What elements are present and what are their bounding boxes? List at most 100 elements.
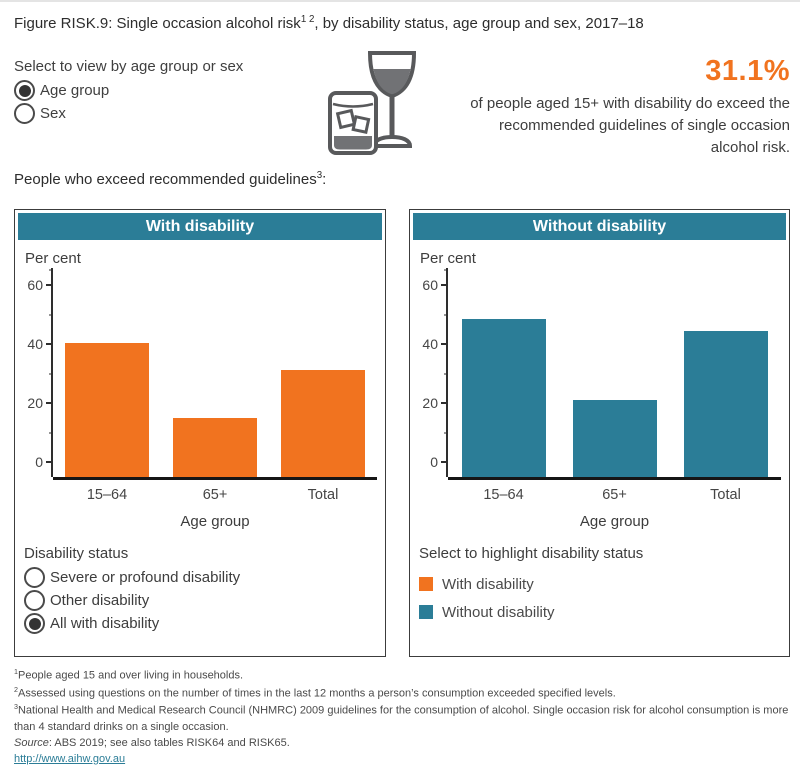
y-tick-label: 60 bbox=[422, 277, 438, 293]
plot-area bbox=[53, 275, 377, 480]
y-tick-mark bbox=[46, 284, 53, 286]
radio-option-label: All with disability bbox=[50, 615, 160, 632]
wine-glass-and-tumbler-icon bbox=[326, 48, 418, 164]
x-tick-label: 15–64 bbox=[483, 487, 524, 503]
legend-swatch[interactable] bbox=[419, 577, 433, 591]
bar-65+[interactable] bbox=[173, 417, 257, 477]
radio-option-sex[interactable]: Sex bbox=[14, 102, 243, 125]
radio-option-severe-or-profound-disability[interactable]: Severe or profound disability bbox=[24, 566, 385, 589]
y-axis: 0 20 40 60 bbox=[17, 268, 53, 477]
y-axis-unit-label: Per cent bbox=[420, 250, 476, 267]
highlight-legend-label: Select to highlight disability status bbox=[419, 545, 644, 562]
y-tick-mark bbox=[46, 402, 53, 404]
y-minor-tick-mark bbox=[444, 269, 448, 271]
y-axis: 0 20 40 60 bbox=[412, 268, 448, 477]
source-line: Source: ABS 2019; see also tables RISK64… bbox=[14, 736, 794, 752]
y-minor-tick-mark bbox=[49, 269, 53, 271]
radio-button[interactable] bbox=[14, 103, 35, 124]
y-axis-unit-label: Per cent bbox=[25, 250, 81, 267]
y-tick-mark bbox=[441, 402, 448, 404]
bar-15-64[interactable] bbox=[461, 318, 546, 477]
chart-header-with-disability: With disability bbox=[18, 213, 382, 240]
footnote-lines: 1People aged 15 and over living in house… bbox=[14, 667, 794, 736]
radio-button[interactable] bbox=[24, 590, 45, 611]
y-minor-tick-mark bbox=[49, 314, 53, 315]
x-axis-title: Age group bbox=[180, 513, 250, 530]
y-tick-label: 40 bbox=[27, 336, 43, 352]
x-axis-labels: 15–64 65+ Total bbox=[53, 487, 377, 503]
y-minor-tick-mark bbox=[49, 373, 53, 374]
y-tick-mark bbox=[46, 461, 53, 463]
heading-footnote-marker: 3 bbox=[316, 170, 323, 181]
radio-button-selected[interactable] bbox=[14, 80, 35, 101]
y-tick-label: 0 bbox=[430, 454, 438, 470]
radio-option-label: Other disability bbox=[50, 592, 150, 609]
plot-area bbox=[448, 275, 781, 480]
y-tick-mark bbox=[441, 284, 448, 286]
plot-row: 0 20 40 60 bbox=[17, 268, 385, 480]
y-tick-label: 0 bbox=[35, 454, 43, 470]
y-tick-label: 60 bbox=[27, 277, 43, 293]
footnote-text: National Health and Medical Research Cou… bbox=[14, 704, 789, 733]
y-minor-tick-mark bbox=[49, 432, 53, 433]
radio-button[interactable] bbox=[24, 567, 45, 588]
legend-label: Without disability bbox=[442, 603, 555, 621]
x-tick-label: Total bbox=[710, 487, 741, 503]
source-label: Source bbox=[14, 736, 49, 749]
source-text: : ABS 2019; see also tables RISK64 and R… bbox=[48, 736, 290, 749]
aihw-link[interactable]: http://www.aihw.gov.au bbox=[14, 752, 126, 765]
footnote-1: 1People aged 15 and over living in house… bbox=[14, 667, 794, 685]
legend-swatch[interactable] bbox=[419, 605, 433, 619]
footnote-text: Assessed using questions on the number o… bbox=[17, 687, 616, 700]
chart-box-without-disability: Without disability Per cent 0 20 40 60 15–6… bbox=[409, 209, 790, 657]
footnote-marker: 2 bbox=[14, 685, 18, 694]
legend-item-with-disability[interactable]: With disability bbox=[419, 570, 789, 598]
y-tick-mark bbox=[441, 461, 448, 463]
y-tick-label: 20 bbox=[27, 395, 43, 411]
disability-status-label: Disability status bbox=[24, 545, 129, 562]
footnote-text: People aged 15 and over living in househ… bbox=[17, 669, 244, 682]
bar-slot bbox=[53, 343, 161, 477]
y-minor-tick-mark bbox=[444, 432, 448, 433]
disability-status-selector: Disability status Severe or profound dis… bbox=[24, 545, 385, 635]
x-tick-label: 65+ bbox=[202, 487, 228, 503]
radio-option-label: Age group bbox=[40, 82, 110, 99]
view-by-options: Age group Sex bbox=[14, 79, 243, 125]
figure-title: Figure RISK.9: Single occasion alcohol r… bbox=[14, 14, 644, 32]
charts-section-heading: People who exceed recommended guidelines… bbox=[14, 170, 327, 188]
legend-item-without-disability[interactable]: Without disability bbox=[419, 598, 789, 626]
bar-65+[interactable] bbox=[572, 400, 657, 477]
stat-description: of people aged 15+ with disability do ex… bbox=[470, 95, 790, 156]
y-minor-tick-mark bbox=[444, 314, 448, 315]
bar-total[interactable] bbox=[281, 370, 365, 477]
x-tick-label: 15–64 bbox=[86, 487, 128, 503]
x-axis-title: Age group bbox=[579, 513, 650, 530]
view-by-selector: Select to view by age group or sex Age g… bbox=[14, 58, 243, 125]
y-tick-mark bbox=[441, 343, 448, 345]
footnote-2: 2Assessed using questions on the number … bbox=[14, 685, 794, 703]
highlight-legend: Select to highlight disability status Wi… bbox=[419, 545, 789, 626]
footnotes: 1People aged 15 and over living in house… bbox=[14, 667, 794, 768]
title-footnote-markers: 1 2 bbox=[300, 14, 315, 25]
bar-slot bbox=[448, 318, 559, 477]
radio-option-age-group[interactable]: Age group bbox=[14, 79, 243, 102]
radio-option-all-with-disability[interactable]: All with disability bbox=[24, 612, 385, 635]
bar-slot bbox=[559, 400, 670, 477]
alcohol-glasses-icon bbox=[328, 51, 417, 155]
radio-option-other-disability[interactable]: Other disability bbox=[24, 589, 385, 612]
x-tick-label: Total bbox=[307, 487, 339, 503]
bar-15-64[interactable] bbox=[65, 343, 149, 477]
y-tick-label: 20 bbox=[422, 395, 438, 411]
x-axis-labels: 15–64 65+ Total bbox=[448, 487, 781, 503]
legend-label: With disability bbox=[442, 575, 534, 593]
chart-header-without-disability: Without disability bbox=[413, 213, 786, 240]
radio-button-selected[interactable] bbox=[24, 613, 45, 634]
disability-status-options: Severe or profound disability Other disab… bbox=[24, 566, 385, 635]
bar-total[interactable] bbox=[683, 331, 768, 477]
bar-slot bbox=[161, 417, 269, 477]
y-tick-mark bbox=[46, 343, 53, 345]
chart-box-with-disability: With disability Per cent 0 20 40 60 15–64 65… bbox=[14, 209, 386, 657]
radio-option-label: Severe or profound disability bbox=[50, 569, 241, 586]
bar-slot bbox=[269, 370, 377, 477]
